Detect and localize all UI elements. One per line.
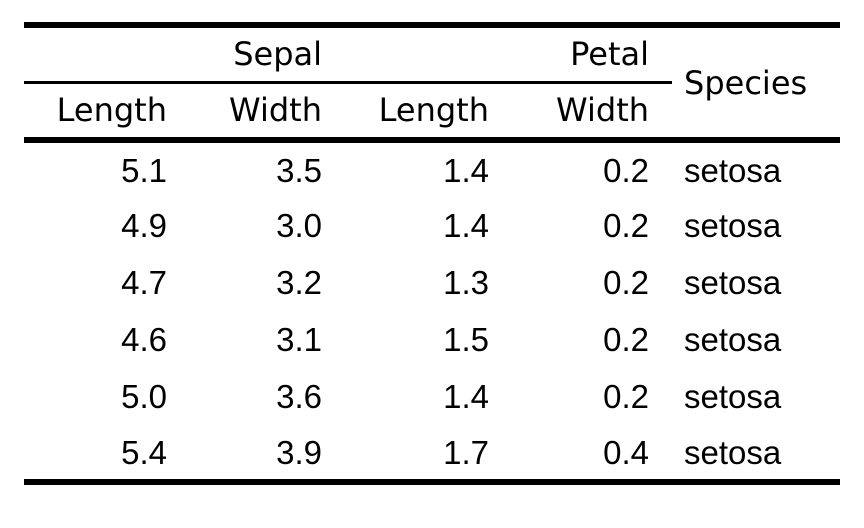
cell-sepal-width: 3.0	[276, 207, 322, 244]
cell-sepal-width: 3.2	[276, 264, 322, 301]
iris-table: Sepal Petal Species Length Width Length …	[24, 22, 841, 485]
cell-petal-length: 1.4	[443, 207, 489, 244]
table-body: 5.1 3.5 1.4 0.2 setosa 4.9 3.0 1.4 0.2 s…	[24, 140, 840, 482]
cell-species: setosa	[684, 151, 782, 189]
subheader-row: Length Width Length Width	[24, 82, 840, 143]
column-header-species: Species	[672, 25, 841, 143]
cell-petal-length: 1.7	[443, 433, 489, 471]
cell-sepal-length: 4.9	[121, 207, 167, 244]
cell-petal-length: 1.5	[443, 321, 489, 358]
cell-petal-width: 0.2	[603, 207, 650, 244]
cell-sepal-length: 5.4	[121, 433, 167, 471]
table-row: 4.9 3.0 1.4 0.2 setosa	[24, 197, 840, 254]
cell-petal-length: 1.4	[443, 151, 489, 189]
cell-species: setosa	[684, 433, 782, 471]
table-row: 5.1 3.5 1.4 0.2 setosa	[24, 140, 840, 197]
cell-species: setosa	[684, 207, 782, 244]
cell-sepal-length: 5.1	[121, 151, 167, 189]
cell-species: setosa	[684, 264, 782, 301]
cell-sepal-length: 4.7	[121, 264, 167, 301]
column-header-sepal-length: Length	[24, 82, 190, 143]
cell-petal-width: 0.2	[603, 378, 650, 415]
cell-sepal-width: 3.1	[276, 321, 322, 358]
column-header-petal-length: Length	[345, 82, 512, 143]
column-header-sepal-width: Width	[190, 82, 345, 143]
spanner-row: Sepal Petal Species	[24, 25, 841, 143]
cell-sepal-length: 5.0	[121, 378, 167, 415]
table-row: 5.0 3.6 1.4 0.2 setosa	[24, 368, 840, 425]
cell-sepal-length: 4.6	[121, 321, 167, 358]
cell-species: setosa	[684, 321, 782, 358]
cell-sepal-width: 3.9	[276, 433, 322, 471]
cell-sepal-width: 3.6	[276, 378, 322, 415]
table-row: 4.6 3.1 1.5 0.2 setosa	[24, 311, 840, 368]
cell-petal-length: 1.3	[443, 264, 489, 301]
table-row: 5.4 3.9 1.7 0.4 setosa	[24, 425, 840, 482]
table-row: 4.7 3.2 1.3 0.2 setosa	[24, 254, 840, 311]
cell-petal-width: 0.4	[603, 433, 650, 471]
column-group-sepal: Sepal	[24, 25, 345, 84]
cell-petal-width: 0.2	[603, 321, 650, 358]
column-header-petal-width: Width	[512, 82, 673, 143]
table-header: Sepal Petal Species Length Width Length …	[24, 25, 841, 143]
cell-petal-width: 0.2	[603, 151, 650, 189]
cell-petal-length: 1.4	[443, 378, 489, 415]
column-group-petal: Petal	[345, 25, 673, 84]
cell-sepal-width: 3.5	[276, 151, 322, 189]
cell-petal-width: 0.2	[603, 264, 650, 301]
cell-species: setosa	[684, 378, 782, 415]
